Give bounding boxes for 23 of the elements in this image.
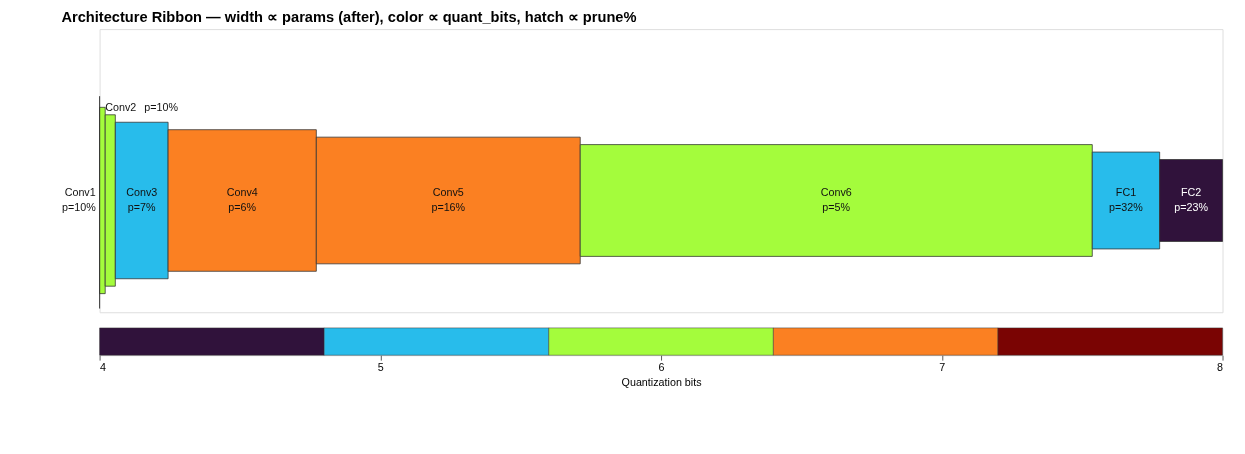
annotation: p=16% bbox=[431, 201, 466, 214]
color-bar-label: 7 bbox=[939, 361, 946, 374]
series-label: Conv5 bbox=[432, 185, 464, 198]
annotation: p=23% bbox=[1174, 201, 1209, 214]
color-bar-label: 6 bbox=[658, 361, 665, 374]
annotation: p=10% bbox=[144, 101, 179, 114]
series-label: Conv4 bbox=[226, 185, 258, 198]
annotation: p=32% bbox=[1109, 201, 1144, 214]
series-label: FC2 bbox=[1180, 185, 1202, 198]
color-bar-label: 4 bbox=[100, 361, 107, 374]
annotation: p=6% bbox=[228, 201, 257, 214]
series-label: FC1 bbox=[1115, 185, 1137, 198]
color-bar-label: 8 bbox=[1217, 361, 1224, 374]
series-label: Conv3 bbox=[126, 185, 158, 198]
color-bar-title: Quantization bits bbox=[621, 375, 702, 388]
series-label: Conv2 bbox=[105, 101, 137, 114]
series-label: Conv1 bbox=[64, 185, 96, 198]
text: p=10% bbox=[61, 201, 97, 214]
annotation: p=7% bbox=[127, 201, 157, 214]
color-bar-label: 5 bbox=[377, 361, 384, 374]
annotation: p=5% bbox=[822, 201, 851, 214]
series-label: Conv6 bbox=[820, 185, 852, 198]
chart-title: Architecture Ribbon — width ∝ params (after), color ∝ quant_bits, hatch ∝ prune% bbox=[61, 8, 637, 25]
